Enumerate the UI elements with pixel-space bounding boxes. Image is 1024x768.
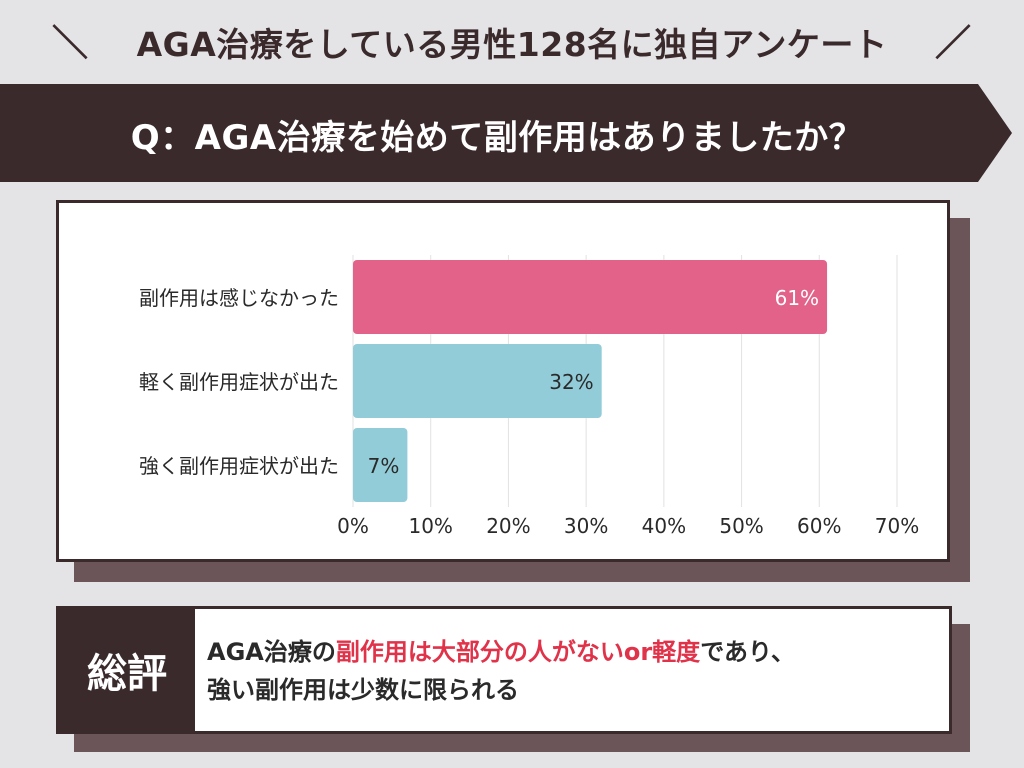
question-text: Q：AGA治療を始めて副作用はありましたか？ xyxy=(130,118,864,158)
question-banner: Q：AGA治療を始めて副作用はありましたか？ xyxy=(0,84,1024,182)
summary-panel: 総評 AGA治療の副作用は大部分の人がないor軽度であり、 強い副作用は少数に限… xyxy=(56,606,952,734)
category-label: 強く副作用症状が出た xyxy=(139,454,339,478)
page-title: AGA治療をしている男性128名に独自アンケート xyxy=(136,25,888,64)
question-banner-shape xyxy=(0,84,1012,182)
category-label: 副作用は感じなかった xyxy=(139,286,339,310)
bar xyxy=(353,344,602,418)
x-tick-label: 30% xyxy=(564,514,608,538)
x-tick-label: 20% xyxy=(486,514,530,538)
x-tick-label: 50% xyxy=(719,514,763,538)
header: ＼ AGA治療をしている男性128名に独自アンケート ／ xyxy=(0,0,1024,78)
summary-line2: 強い副作用は少数に限られる xyxy=(207,676,519,704)
x-tick-label: 40% xyxy=(642,514,686,538)
summary-line1-suffix: であり、 xyxy=(700,638,795,666)
category-label: 軽く副作用症状が出た xyxy=(139,370,339,394)
x-tick-label: 60% xyxy=(797,514,841,538)
chart-panel: 0% 10% 20% 30% 40% 50% 60% 70% 副作用は感じなかった 61% 軽く副作… xyxy=(56,200,950,562)
x-tick-label: 10% xyxy=(408,514,452,538)
value-label: 61% xyxy=(775,286,819,310)
header-slash-left: ＼ xyxy=(52,23,89,64)
header-slash-right: ／ xyxy=(935,23,972,64)
summary-text: AGA治療の副作用は大部分の人がないor軽度であり、 強い副作用は少数に限られる xyxy=(207,633,937,709)
x-tick-label: 0% xyxy=(337,514,369,538)
value-label: 32% xyxy=(549,370,593,394)
bar xyxy=(353,428,408,502)
summary-label-box: 総評 xyxy=(59,609,195,731)
bar xyxy=(353,260,828,334)
bar-chart: 0% 10% 20% 30% 40% 50% 60% 70% 副作用は感じなかった 61% 軽く副作… xyxy=(139,255,919,538)
summary-label: 総評 xyxy=(87,651,167,697)
summary-highlight: 副作用は大部分の人がないor軽度 xyxy=(335,638,701,666)
value-label: 7% xyxy=(368,454,400,478)
summary-line1-prefix: AGA治療の xyxy=(207,638,336,666)
x-tick-label: 70% xyxy=(875,514,919,538)
